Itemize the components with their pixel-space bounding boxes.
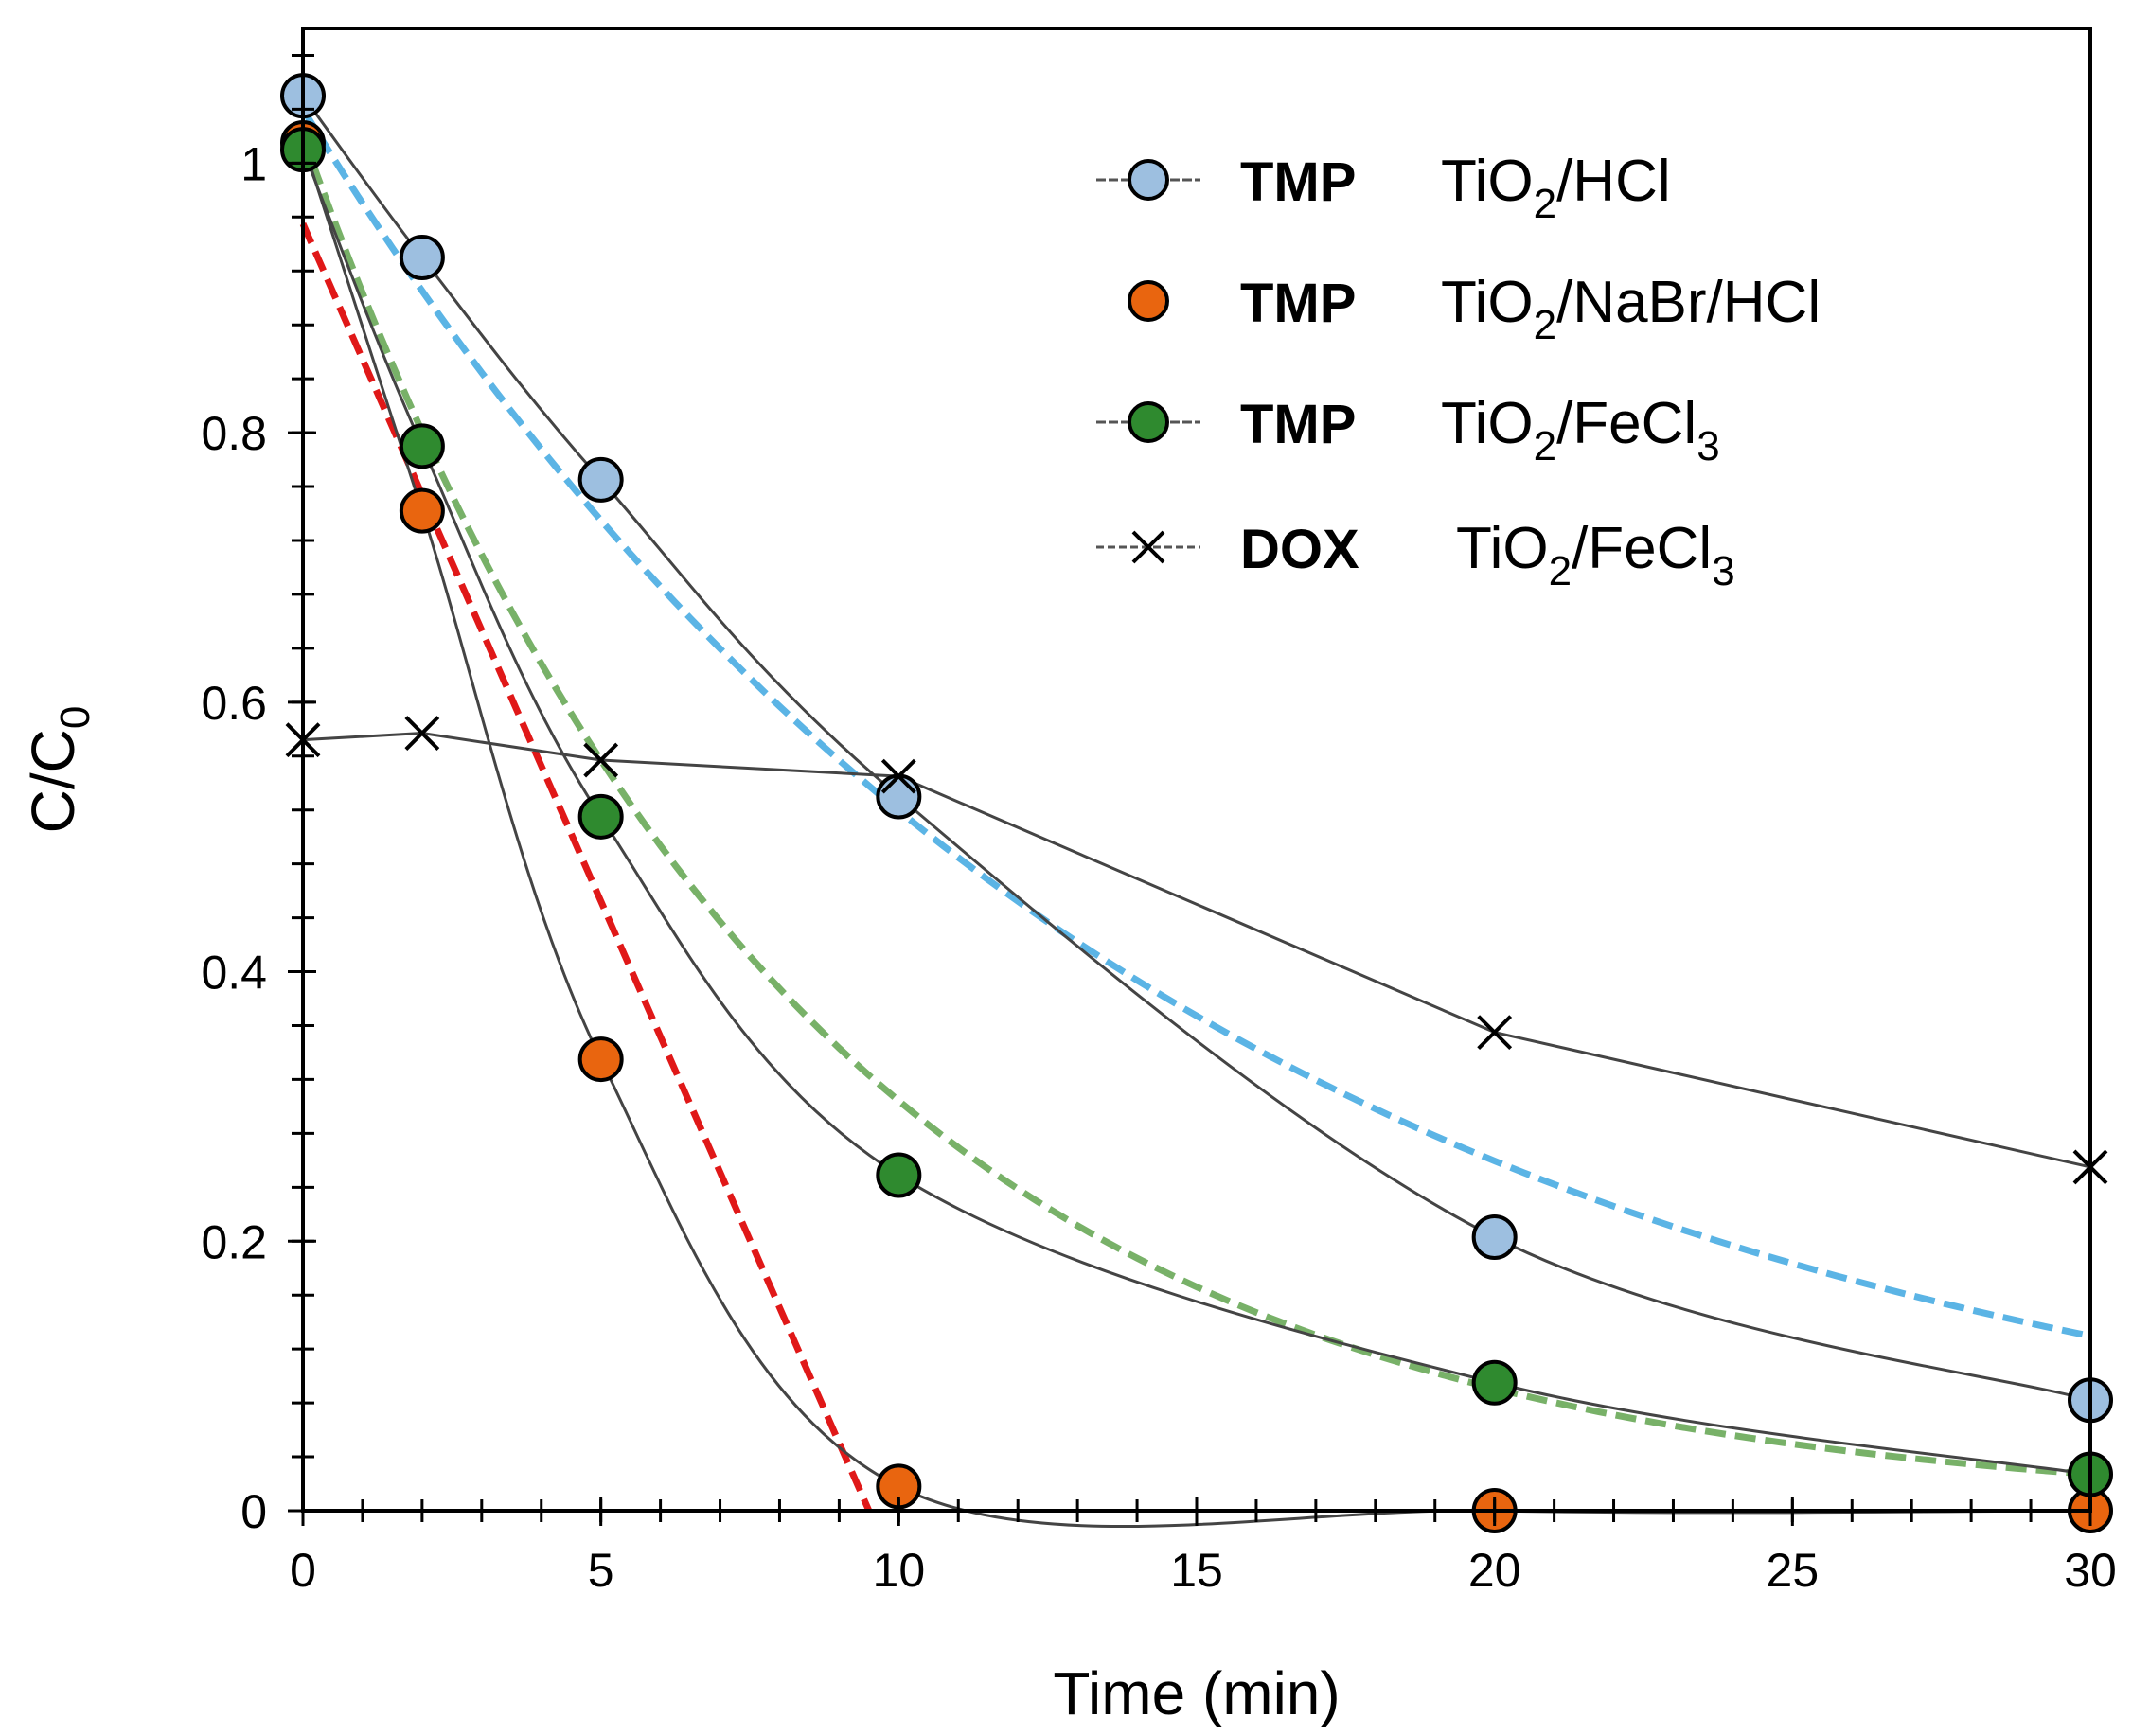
legend-label-compound: TMP (1240, 273, 1356, 334)
data-point-s2-2 (399, 487, 445, 534)
data-point-s3-4 (876, 1152, 922, 1198)
data-point-s4-4 (880, 758, 916, 794)
data-point-s3-2 (399, 423, 445, 469)
x-axis-title: Time (min) (1053, 1659, 1340, 1727)
legend-item-3: TMP TiO2/FeCl3 (1096, 391, 1720, 469)
data-point-s1-2 (399, 235, 445, 281)
data-point-s2-3 (577, 1036, 624, 1083)
y-tick-label: 0.4 (201, 947, 267, 1000)
fit-curve-3 (299, 222, 873, 1513)
legend-label-catalyst: TiO2/NaBr/HCl (1441, 270, 1821, 348)
legend-label-compound: DOX (1240, 519, 1359, 580)
data-point-s1-4 (876, 773, 922, 820)
data-point-s3-3 (577, 793, 624, 840)
x-tick-label: 20 (1468, 1544, 1521, 1597)
data-point-s4-3 (583, 742, 619, 778)
legend-label-catalyst: TiO2/HCl (1441, 149, 1671, 227)
fit-curve-1 (300, 107, 2091, 1339)
legend-label-catalyst: TiO2/FeCl3 (1456, 516, 1735, 594)
legend-item-1: TMP TiO2/HCl (1096, 149, 1671, 227)
y-tick-label: 0.8 (201, 407, 267, 460)
x-tick-label: 25 (1767, 1544, 1820, 1597)
legend-marker (1128, 159, 1169, 201)
y-tick-label: 1 (240, 137, 267, 190)
legend: TMP TiO2/HCl TMP TiO2/NaBr/HCl TMP TiO2/FeCl3… (1096, 149, 1821, 594)
y-axis-title: C/C0 (19, 706, 98, 834)
legend-label-compound: TMP (1240, 394, 1356, 455)
legend-marker (1128, 401, 1169, 443)
legend-label-compound: TMP (1240, 151, 1356, 213)
legend-item-2: TMP TiO2/NaBr/HCl (1128, 270, 1821, 348)
data-point-s4-5 (1477, 1015, 1513, 1051)
data-point-s4-2 (404, 716, 440, 751)
legend-marker (1131, 530, 1165, 564)
x-tick-label: 15 (1170, 1544, 1223, 1597)
x-tick-label: 10 (873, 1544, 926, 1597)
legend-item-4: DOX TiO2/FeCl3 (1096, 516, 1735, 594)
x-tick-label: 0 (290, 1544, 316, 1597)
series-line-4 (302, 732, 2091, 1169)
data-point-s3-5 (1471, 1359, 1518, 1406)
x-tick-label: 30 (2064, 1544, 2117, 1597)
legend-marker (1128, 280, 1169, 322)
x-tick-label: 5 (588, 1544, 614, 1597)
data-point-s1-3 (577, 456, 624, 503)
y-tick-label: 0.6 (201, 677, 267, 730)
fit-curve-2 (299, 134, 2091, 1478)
y-tick-label: 0 (240, 1485, 267, 1538)
data-point-s1-5 (1471, 1214, 1518, 1261)
legend-label-catalyst: TiO2/FeCl3 (1441, 391, 1720, 469)
y-tick-label: 0.2 (201, 1215, 267, 1268)
